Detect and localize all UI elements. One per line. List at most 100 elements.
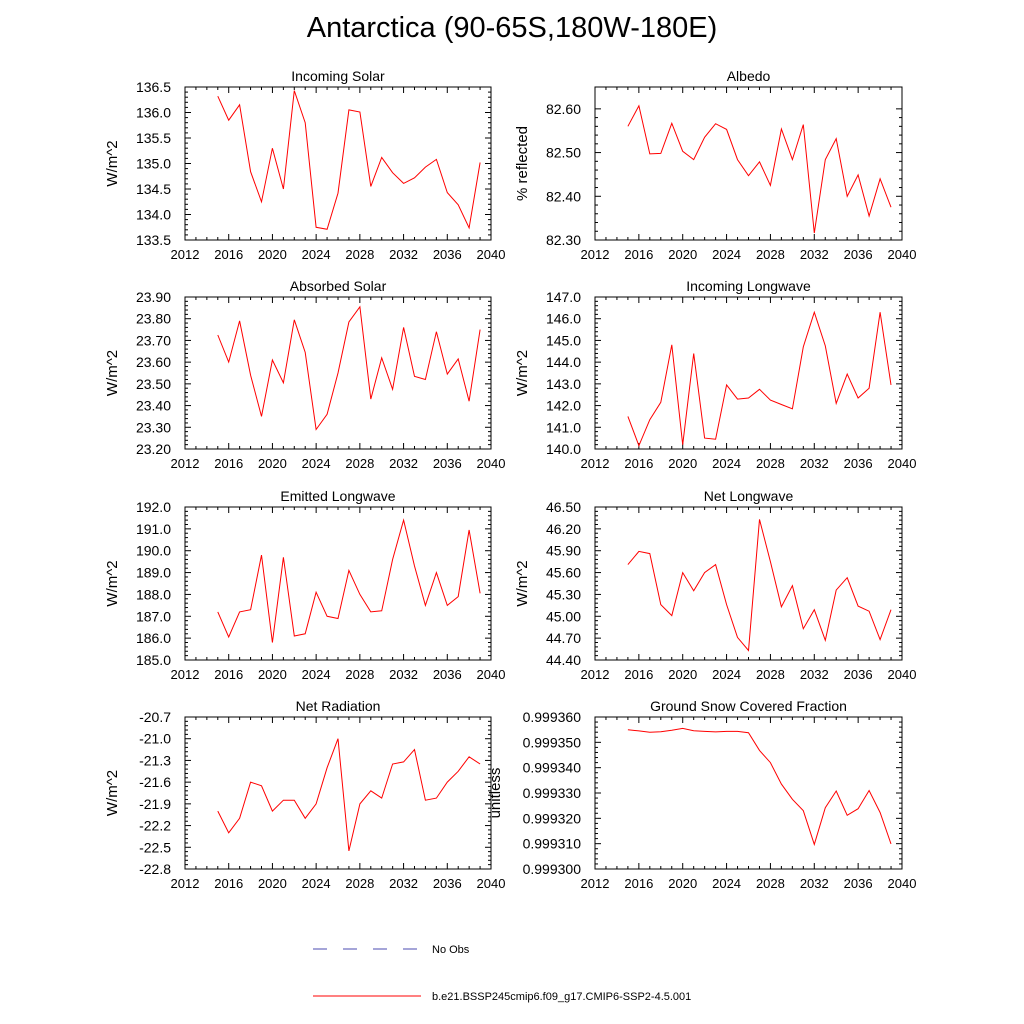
panel-8: Ground Snow Covered Fraction unitless 2012… (487, 698, 916, 891)
series-line (217, 738, 481, 852)
y-tick-label: 0.999340 (523, 760, 582, 776)
panel-title: Absorbed Solar (290, 278, 387, 294)
x-tick-label: 2032 (800, 456, 829, 471)
y-tick-label: 45.60 (546, 565, 581, 581)
y-tick-label: 23.80 (136, 311, 171, 327)
y-tick-label: 0.999320 (523, 810, 582, 826)
y-tick-label: 82.30 (546, 232, 581, 248)
x-tick-label: 2028 (756, 667, 785, 682)
x-tick-label: 2024 (302, 456, 331, 471)
x-tick-label: 2040 (888, 456, 917, 471)
x-tick-label: 2020 (258, 247, 287, 262)
x-tick-label: 2036 (433, 667, 462, 682)
y-tick-label: -20.7 (139, 709, 171, 725)
y-tick-label: 23.50 (136, 376, 171, 392)
x-tick-label: 2040 (477, 667, 506, 682)
y-axis-label: W/m^2 (104, 560, 121, 606)
x-tick-label: 2020 (668, 456, 697, 471)
y-tick-label: 187.0 (136, 608, 171, 624)
series-line (217, 90, 481, 230)
x-tick-label: 2020 (258, 876, 287, 891)
x-tick-label: 2040 (477, 247, 506, 262)
y-tick-label: 23.70 (136, 332, 171, 348)
y-tick-label: 23.90 (136, 289, 171, 305)
x-tick-label: 2036 (844, 456, 873, 471)
x-tick-label: 2040 (888, 876, 917, 891)
panel-title: Ground Snow Covered Fraction (650, 698, 847, 714)
x-tick-label: 2040 (477, 456, 506, 471)
series-line (627, 519, 892, 652)
y-tick-label: 135.0 (136, 156, 171, 172)
series-line (627, 104, 892, 234)
y-tick-label: 188.0 (136, 586, 171, 602)
y-tick-label: 189.0 (136, 565, 171, 581)
panel-title: Emitted Longwave (280, 488, 395, 504)
panel-title: Incoming Solar (291, 68, 385, 84)
legend-model-label: b.e21.BSSP245cmip6.f09_g17.CMIP6-SSP2-4.… (432, 991, 691, 1003)
y-axis-label: W/m^2 (514, 560, 531, 606)
x-tick-label: 2012 (581, 247, 610, 262)
x-tick-label: 2020 (258, 456, 287, 471)
series-line (627, 727, 892, 847)
series-line (217, 305, 481, 431)
y-axis-label: W/m^2 (104, 770, 121, 816)
x-tick-label: 2020 (668, 667, 697, 682)
panel-6: Net Longwave W/m^2 2012 2016 2020 2024 2028 203… (514, 488, 916, 682)
x-tick-label: 2016 (214, 667, 243, 682)
y-tick-label: 136.5 (136, 79, 171, 95)
x-tick-label: 2028 (345, 247, 374, 262)
x-tick-label: 2016 (624, 667, 653, 682)
x-tick-label: 2036 (433, 876, 462, 891)
y-axis-label: W/m^2 (104, 140, 121, 186)
x-tick-label: 2024 (712, 667, 741, 682)
x-tick-label: 2024 (302, 247, 331, 262)
x-tick-label: 2016 (624, 247, 653, 262)
y-tick-label: -21.3 (139, 752, 171, 768)
y-tick-label: -21.0 (139, 731, 171, 747)
y-tick-label: 134.0 (136, 207, 171, 223)
y-tick-label: 136.0 (136, 105, 171, 121)
y-tick-label: 23.40 (136, 398, 171, 414)
y-tick-label: -22.2 (139, 818, 171, 834)
y-tick-label: 45.30 (546, 586, 581, 602)
series-line (217, 518, 481, 643)
y-tick-label: 46.20 (546, 521, 581, 537)
x-tick-label: 2040 (477, 876, 506, 891)
x-tick-label: 2040 (888, 247, 917, 262)
x-tick-label: 2016 (214, 247, 243, 262)
y-tick-label: 44.40 (546, 652, 581, 668)
y-axis-label: unitless (487, 768, 504, 819)
x-tick-label: 2020 (668, 876, 697, 891)
y-tick-label: 191.0 (136, 521, 171, 537)
x-tick-label: 2024 (712, 247, 741, 262)
y-tick-label: 135.5 (136, 130, 171, 146)
panel-title: Incoming Longwave (686, 278, 811, 294)
panel-3: Absorbed Solar W/m^2 2012 2016 2020 2024 2028 2… (104, 278, 505, 471)
x-tick-label: 2024 (712, 876, 741, 891)
y-tick-label: 147.0 (546, 289, 581, 305)
y-tick-label: 133.5 (136, 232, 171, 248)
x-tick-label: 2032 (389, 667, 418, 682)
x-tick-label: 2036 (844, 247, 873, 262)
x-tick-label: 2040 (888, 667, 917, 682)
y-tick-label: -22.8 (139, 861, 171, 877)
y-tick-label: 144.0 (546, 354, 581, 370)
y-tick-label: 142.0 (546, 398, 581, 414)
y-tick-label: 45.90 (546, 543, 581, 559)
x-tick-label: 2024 (712, 456, 741, 471)
y-tick-label: 23.30 (136, 419, 171, 435)
y-tick-label: 82.50 (546, 145, 581, 161)
y-tick-label: 140.0 (546, 441, 581, 457)
y-tick-label: 0.999350 (523, 734, 582, 750)
x-tick-label: 2036 (433, 247, 462, 262)
x-tick-label: 2032 (800, 667, 829, 682)
x-tick-label: 2036 (844, 667, 873, 682)
x-tick-label: 2012 (171, 456, 200, 471)
x-tick-label: 2032 (389, 456, 418, 471)
panel-title: Net Longwave (704, 488, 794, 504)
y-tick-label: -22.5 (139, 839, 171, 855)
panel-4: Incoming Longwave W/m^2 2012 2016 2020 2024 20… (514, 278, 916, 471)
y-tick-label: 23.60 (136, 354, 171, 370)
